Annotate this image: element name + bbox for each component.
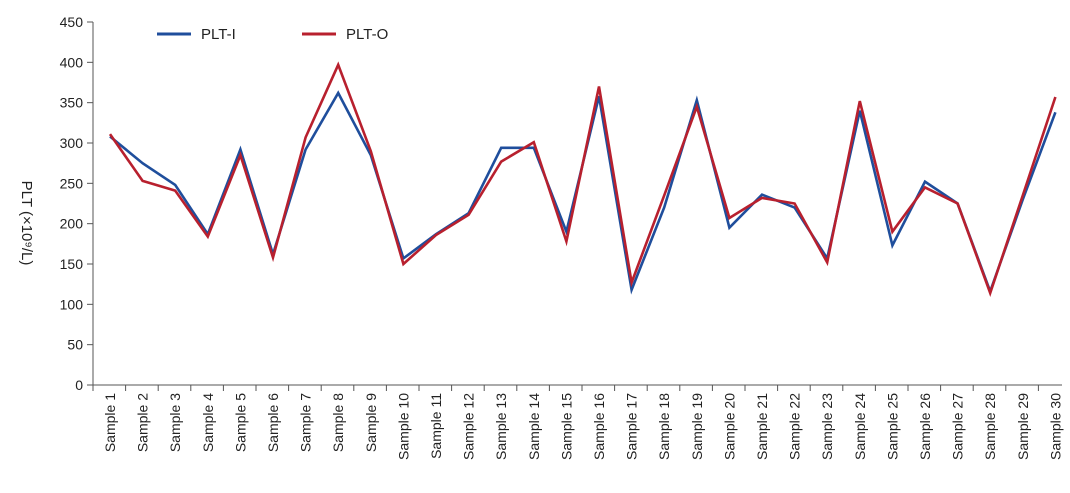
y-tick-label: 450 [60,14,84,30]
x-tick-label: Sample 24 [852,393,868,460]
x-tick-label: Sample 16 [591,393,607,460]
x-tick-label: Sample 17 [624,393,640,460]
x-tick-label: Sample 29 [1015,393,1031,460]
x-tick-label: Sample 11 [428,393,444,459]
x-tick-label: Sample 1 [102,393,118,452]
x-tick-label: Sample 6 [265,393,281,452]
x-tick-label: Sample 22 [787,393,803,460]
y-tick-label: 0 [75,377,83,393]
x-tick-label: Sample 20 [721,393,737,460]
x-tick-label: Sample 18 [656,393,672,460]
x-tick-label: Sample 9 [363,393,379,452]
y-tick-label: 100 [60,296,84,312]
y-tick-label: 350 [60,95,84,111]
x-tick-label: Sample 30 [1047,393,1063,460]
x-tick-label: Sample 28 [982,393,998,460]
y-axis: 0 50 100 150 200 250 300 350 400 450 [60,14,94,393]
x-tick-label: Sample 13 [493,393,509,460]
x-tick-label: Sample 2 [135,393,151,452]
x-tick-label: Sample 23 [819,393,835,460]
x-tick-label: Sample 21 [754,393,770,460]
legend-label: PLT-I [201,26,236,43]
legend: PLT-I PLT-O [157,26,388,43]
y-tick-label: 200 [60,216,84,232]
x-axis: Sample 1 Sample 2 Sample 3 Sample 4 Sample 5… [92,384,1063,460]
y-tick-label: 250 [60,175,84,191]
x-tick-label: Sample 25 [884,393,900,460]
y-axis-title: PLT (×10⁹/L) [18,181,35,266]
x-tick-label: Sample 12 [461,393,477,460]
y-tick-label: 50 [67,337,83,353]
x-tick-label: Sample 4 [200,393,216,452]
y-tick-label: 300 [60,135,84,151]
legend-label: PLT-O [346,26,388,43]
x-tick-label: Sample 14 [526,393,542,460]
x-tick-label: Sample 27 [950,393,966,460]
x-tick-label: Sample 7 [298,393,314,452]
x-tick-label: Sample 3 [167,393,183,452]
x-tick-label: Sample 8 [330,393,346,452]
series-line-plt-o [108,61,1057,297]
x-tick-label: Sample 19 [689,393,705,460]
series-lines [108,61,1057,297]
x-tick-label: Sample 15 [558,393,574,460]
y-tick-label: 400 [60,54,84,70]
y-tick-label: 150 [60,256,84,272]
x-tick-label: Sample 10 [395,393,411,460]
x-tick-label: Sample 5 [232,393,248,452]
x-tick-label: Sample 26 [917,393,933,460]
